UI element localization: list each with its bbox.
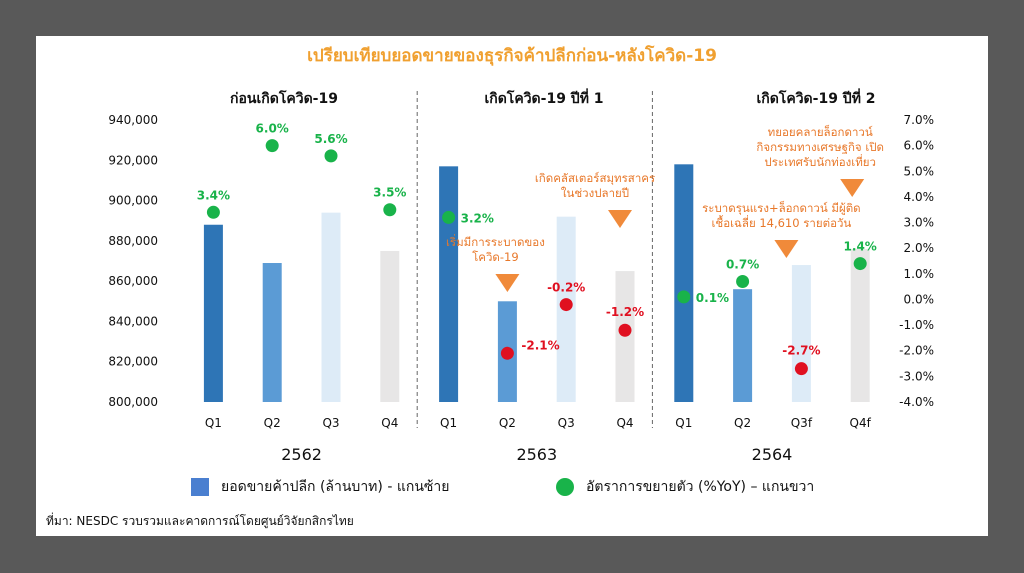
x-tick-label: Q3 [558, 416, 575, 430]
right-axis-tick: -4.0% [899, 395, 934, 409]
growth-label: 6.0% [256, 122, 289, 136]
x-tick-label: Q2 [499, 416, 516, 430]
growth-dot [736, 275, 750, 289]
bar [439, 166, 459, 402]
legend-bar-swatch [191, 478, 209, 496]
annotation-text: โควิด-19 [472, 250, 519, 264]
growth-label: 0.7% [726, 258, 759, 272]
annotation-text: กิจกรรมทางเศรษฐกิจ เปิด [756, 140, 884, 154]
left-axis-tick: 800,000 [108, 395, 158, 409]
left-axis-tick: 880,000 [108, 234, 158, 248]
chart-svg: 800,000 820,000 840,000 860,000 880,000 900,0… [108, 91, 935, 464]
annotation-arrow [840, 179, 865, 197]
annotation-text: ประเทศรับนักท่องเที่ยว [764, 154, 876, 169]
left-axis-tick: 940,000 [108, 113, 158, 127]
right-axis-tick: 1.0% [904, 267, 935, 281]
annotation-arrow [774, 240, 799, 258]
annotation-arrow [495, 274, 520, 292]
bar [321, 212, 341, 402]
growth-dot [500, 346, 514, 360]
left-axis-tick: 900,000 [108, 194, 158, 208]
year-label: 2564 [752, 445, 793, 464]
x-tick-label: Q2 [264, 416, 281, 430]
bar [733, 289, 753, 402]
legend-dots-label: อัตราการขยายตัว (%YoY) – แกนขวา [586, 479, 815, 495]
x-tick-label: Q4f [850, 416, 872, 430]
growth-label: 5.6% [314, 132, 347, 146]
chart-panel: เปรียบเทียบยอดขายของธุรกิจค้าปลีกก่อน-หล… [36, 36, 988, 536]
growth-label: 0.1% [696, 291, 729, 305]
bar [262, 263, 282, 402]
growth-label: -2.7% [782, 344, 820, 358]
annotation-arrow [608, 210, 632, 228]
bar [380, 250, 400, 402]
annotation-text: เริ่มมีการระบาดของ [446, 234, 545, 249]
x-tick-label: Q4 [616, 416, 633, 430]
x-tick-label: Q4 [381, 416, 398, 430]
growth-dot [618, 323, 632, 337]
right-axis-tick: -3.0% [899, 369, 934, 383]
period-label-1: ก่อนเกิดโควิด-19 [230, 91, 338, 107]
right-axis-tick: 5.0% [904, 164, 935, 178]
legend-bars: ยอดขายค้าปลีก (ล้านบาท) - แกนซ้าย [191, 476, 449, 498]
x-tick-label: Q1 [205, 416, 222, 430]
growth-dot [442, 210, 456, 224]
growth-label: 3.5% [373, 186, 406, 200]
growth-dot [265, 139, 279, 153]
x-tick-label: Q1 [675, 416, 692, 430]
annotation-text: ในช่วงปลายปี [561, 186, 629, 200]
growth-label: -0.2% [547, 281, 585, 295]
left-axis-tick: 860,000 [108, 274, 158, 288]
source-note: ที่มา: NESDC รวบรวมและคาดการณ์โดยศูนย์วิ… [46, 514, 354, 528]
right-axis-tick: 6.0% [904, 139, 935, 153]
growth-dot [794, 362, 808, 376]
growth-label: 3.2% [461, 211, 494, 225]
growth-label: 3.4% [197, 188, 230, 202]
annotation-text: เกิดคลัสเตอร์สมุทรสาคร [535, 171, 655, 185]
x-tick-label: Q3f [791, 416, 813, 430]
year-label: 2562 [281, 445, 322, 464]
right-axis-tick: 2.0% [904, 241, 935, 255]
left-axis-tick: 920,000 [108, 153, 158, 167]
legend-dot-swatch [556, 478, 574, 496]
year-label: 2563 [516, 445, 557, 464]
growth-label: -1.2% [606, 305, 644, 319]
right-axis-tick: 0.0% [904, 292, 935, 306]
x-tick-label: Q3 [322, 416, 339, 430]
annotation-text: ทยอยคลายล็อกดาวน์ [768, 124, 873, 139]
growth-label: 1.4% [844, 240, 877, 254]
right-axis-tick: 3.0% [904, 216, 935, 230]
growth-dot [383, 203, 397, 217]
x-tick-label: Q2 [734, 416, 751, 430]
bar [791, 265, 811, 402]
right-axis-tick: -1.0% [899, 318, 934, 332]
period-label-3: เกิดโควิด-19 ปีที่ 2 [756, 91, 876, 107]
period-label-2: เกิดโควิด-19 ปีที่ 1 [484, 91, 604, 107]
annotation-text: ระบาดรุนแรง+ล็อกดาวน์ มีผู้ติด [702, 200, 861, 215]
right-axis-tick: 7.0% [904, 113, 935, 127]
left-axis-tick: 820,000 [108, 355, 158, 369]
growth-dot [324, 149, 338, 163]
bar [850, 248, 870, 402]
bar [674, 164, 694, 402]
right-axis-tick: 4.0% [904, 190, 935, 204]
chart-title: เปรียบเทียบยอดขายของธุรกิจค้าปลีกก่อน-หล… [307, 46, 717, 66]
x-tick-label: Q1 [440, 416, 457, 430]
growth-label: -2.1% [521, 338, 559, 352]
growth-dot [559, 298, 573, 312]
left-axis-tick: 840,000 [108, 314, 158, 328]
right-axis-tick: -2.0% [899, 344, 934, 358]
bar [203, 224, 223, 402]
growth-dot [853, 257, 867, 271]
annotation-text: เชื้อเฉลี่ย 14,610 รายต่อวัน [711, 215, 851, 230]
legend-bars-label: ยอดขายค้าปลีก (ล้านบาท) - แกนซ้าย [221, 479, 450, 495]
growth-dot [206, 205, 220, 219]
legend-dots: อัตราการขยายตัว (%YoY) – แกนขวา [556, 476, 814, 498]
growth-dot [677, 290, 691, 304]
